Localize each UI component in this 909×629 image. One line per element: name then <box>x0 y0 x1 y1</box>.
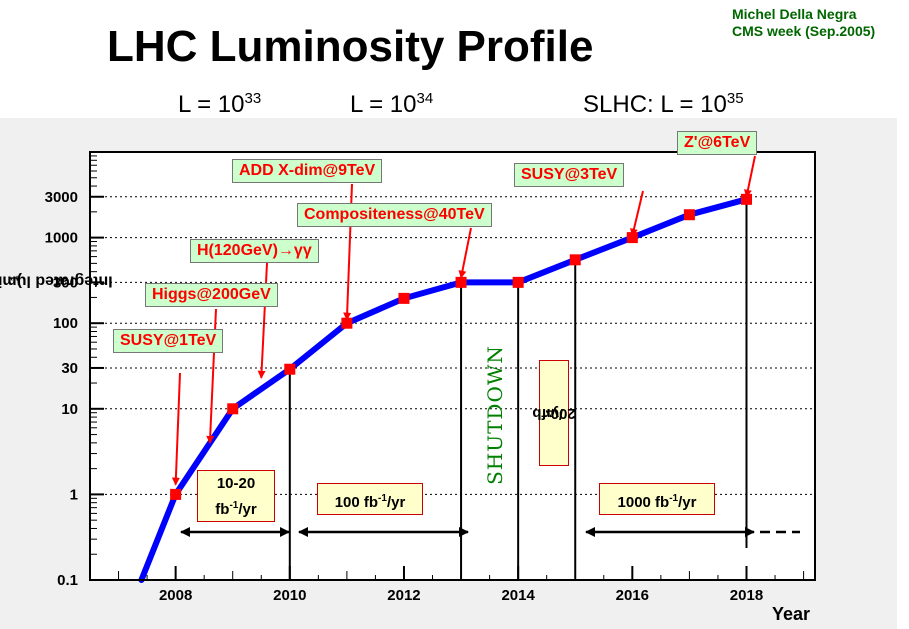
data-marker <box>284 363 296 375</box>
y-tick-label: 100 <box>53 315 78 332</box>
rate-box-10-20: 10-20 fb-1/yr <box>197 470 275 522</box>
luminosity-label-2: L = 1034 <box>350 90 434 118</box>
y-tick-label: 3000 <box>45 189 78 206</box>
data-marker <box>455 276 467 288</box>
data-markers <box>170 193 752 500</box>
chart-title: LHC Luminosity Profile <box>107 22 594 71</box>
credit-event: CMS week (Sep.2005) <box>732 23 876 39</box>
milestone-label-higgs-200gev: Higgs@200GeV <box>145 283 278 307</box>
milestone-label-susy-3tev: SUSY@3TeV <box>514 163 625 187</box>
luminosity-curve <box>138 196 750 583</box>
y-tick-label: 0.1 <box>57 572 78 589</box>
data-marker <box>626 232 638 244</box>
data-marker <box>398 292 410 304</box>
x-tick-label: 2008 <box>159 587 192 604</box>
credit-author: Michel Della Negra <box>732 6 857 22</box>
data-marker <box>341 317 353 329</box>
x-tick-label: 2014 <box>501 587 535 604</box>
x-axis-label: Year <box>772 604 811 624</box>
milestone-label-susy-1tev: SUSY@1TeV <box>113 329 224 353</box>
rate-box-1000: 1000 fb-1/yr <box>599 483 715 515</box>
rate-box-100: 100 fb-1/yr <box>317 483 423 515</box>
axis-ticks: 0.1 1 10 30 100 300 1000 3000 2008 2010 2012 2014 20… <box>45 155 805 604</box>
x-tick-label: 2012 <box>387 587 420 604</box>
milestone-arrow <box>458 227 472 279</box>
milestone-arrow <box>257 262 268 379</box>
milestone-label-add-xdim: ADD X-dim@9TeV <box>232 159 383 183</box>
y-axis-label: Integrated luminosity (fb-1) <box>0 272 113 289</box>
milestone-arrow <box>744 155 756 198</box>
plot-frame <box>89 151 816 581</box>
y-tick-label: 300 <box>53 274 78 291</box>
data-marker <box>569 254 581 266</box>
milestone-arrow <box>630 190 644 237</box>
data-marker <box>512 276 524 288</box>
milestone-label-zprime: Z'@6TeV <box>677 131 758 155</box>
milestone-label-h120-gammagamma: H(120GeV)→γγ <box>190 239 319 263</box>
y-tick-label: 10 <box>61 401 78 418</box>
data-marker <box>227 403 239 415</box>
luminosity-label-1: L = 1033 <box>178 90 262 118</box>
x-tick-label: 2016 <box>616 587 649 604</box>
y-tick-label: 1 <box>70 486 78 503</box>
x-tick-label: 2018 <box>730 587 763 604</box>
data-marker <box>683 209 695 221</box>
luminosity-label-3: SLHC: L = 1035 <box>583 90 744 118</box>
data-marker <box>740 193 752 205</box>
y-tick-label: 1000 <box>45 230 78 247</box>
milestone-arrow <box>171 372 181 486</box>
data-marker <box>170 488 182 500</box>
author-credit: Michel Della Negra CMS week (Sep.2005) <box>732 6 875 40</box>
milestone-label-compositeness: Compositeness@40TeV <box>297 203 492 227</box>
shutdown-label: SHUTDOWN <box>483 345 507 485</box>
rate-box-200: 200 fb -1/yr <box>532 360 576 466</box>
x-tick-label: 2010 <box>273 587 306 604</box>
y-tick-label: 30 <box>61 360 78 377</box>
